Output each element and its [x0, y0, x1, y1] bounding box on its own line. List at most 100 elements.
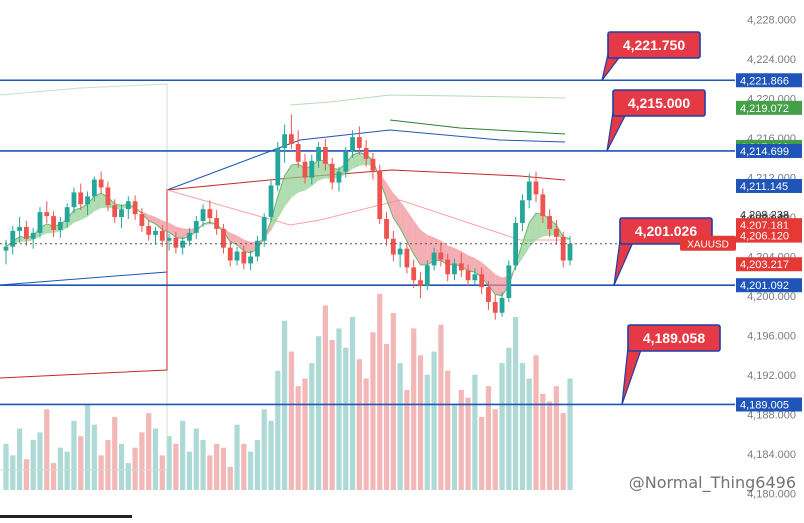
- price-tag: 4,219.072: [736, 100, 802, 115]
- candle-body: [17, 226, 22, 231]
- candle-body: [180, 240, 186, 248]
- volume-bar: [30, 440, 36, 490]
- candle: [112, 199, 118, 223]
- volume-bar: [200, 440, 206, 490]
- candle: [44, 201, 50, 223]
- candle-body: [350, 137, 355, 152]
- candle: [248, 250, 254, 271]
- candle: [356, 126, 362, 155]
- candle-body: [465, 270, 471, 281]
- level-tag-label: 4,189.005: [740, 399, 789, 411]
- candle: [30, 227, 36, 249]
- level-tag: 4,201.092: [736, 278, 802, 293]
- candle-body: [153, 230, 158, 235]
- volume-bar: [173, 443, 179, 490]
- volume-bar: [84, 405, 91, 490]
- candle-body: [567, 243, 573, 261]
- ribbon-segment: [481, 262, 489, 286]
- callout-label: 4,201.026: [635, 223, 697, 239]
- volume-bar: [567, 378, 573, 490]
- countdown-label: 02:33: [740, 244, 768, 256]
- symbol-label: XAUUSD: [687, 240, 729, 251]
- volume-bar: [16, 428, 23, 490]
- candle: [377, 164, 383, 224]
- volume-bar: [553, 386, 560, 490]
- candle-body: [486, 287, 491, 302]
- level-tag: 4,214.699: [736, 143, 802, 158]
- volume-bar: [540, 393, 546, 490]
- volume-bar: [533, 355, 539, 490]
- candle: [492, 295, 498, 320]
- callout-label: 4,189.058: [643, 330, 705, 346]
- level-callout: 4,221.750: [601, 31, 701, 81]
- candle: [560, 231, 566, 268]
- candle-body: [499, 297, 505, 313]
- volume-bar: [417, 355, 424, 490]
- volume-bar: [472, 374, 478, 490]
- candle-body: [227, 247, 233, 261]
- candle-body: [316, 147, 321, 161]
- level-tag: 4,221.866: [736, 73, 802, 88]
- candle: [547, 209, 553, 237]
- candle-body: [411, 267, 417, 281]
- volume-bar: [506, 347, 512, 490]
- price-tag-label: 4,203.217: [740, 259, 789, 271]
- candle: [465, 264, 471, 287]
- volume-bar: [499, 363, 505, 490]
- ribbon-segment: [495, 274, 503, 296]
- volume-bar: [248, 451, 254, 490]
- candle-body: [472, 274, 478, 281]
- ribbon-segment: [318, 159, 326, 181]
- scrollbar[interactable]: [0, 515, 132, 518]
- candle-body: [234, 251, 240, 261]
- volume-bar: [207, 455, 213, 490]
- candle-body: [418, 280, 423, 287]
- volume-bar: [404, 390, 410, 490]
- axis-tick-label: 4,228.000: [747, 15, 796, 27]
- level-tag-box: [736, 143, 802, 158]
- price-tag: 4,211.145: [736, 178, 802, 193]
- price-tag: 4,203.217: [736, 257, 802, 272]
- candle: [404, 242, 410, 274]
- volume-bar: [329, 340, 335, 490]
- volume-bar: [370, 332, 376, 490]
- ribbon-segment: [529, 213, 537, 248]
- candle-body: [526, 181, 532, 201]
- candle-body: [560, 236, 566, 261]
- volume-bar: [234, 424, 240, 490]
- candle-body: [193, 221, 199, 233]
- ribbon-segment: [67, 210, 74, 228]
- volume-bar: [458, 390, 464, 490]
- callout-label: 4,215.000: [628, 95, 690, 111]
- candle: [139, 208, 145, 232]
- volume-bar: [275, 370, 281, 490]
- volume-bar: [492, 409, 498, 490]
- candle-body: [288, 134, 294, 145]
- candle-body: [159, 230, 165, 241]
- volume-bar: [363, 378, 369, 490]
- ribbon-segment: [94, 193, 102, 212]
- candle: [418, 272, 423, 298]
- envelope-upper-line: [0, 83, 168, 471]
- candle: [288, 114, 294, 149]
- candle: [91, 176, 97, 202]
- candle: [472, 268, 478, 286]
- candle-body: [520, 200, 525, 223]
- candle-body: [166, 237, 172, 241]
- volume-bar: [383, 343, 390, 490]
- candle: [71, 187, 77, 214]
- candle: [261, 213, 267, 247]
- candle: [363, 140, 369, 167]
- ribbon-segment: [291, 164, 299, 198]
- candle: [64, 203, 70, 228]
- candle-body: [248, 256, 254, 264]
- volume-bar: [411, 328, 417, 490]
- volume-bar: [57, 447, 63, 490]
- volume-bar: [438, 324, 444, 490]
- watermark: @Normal_Thing6496: [628, 473, 796, 492]
- volume-bar: [397, 363, 403, 490]
- candle: [105, 181, 111, 212]
- ribbon-segment: [162, 220, 170, 233]
